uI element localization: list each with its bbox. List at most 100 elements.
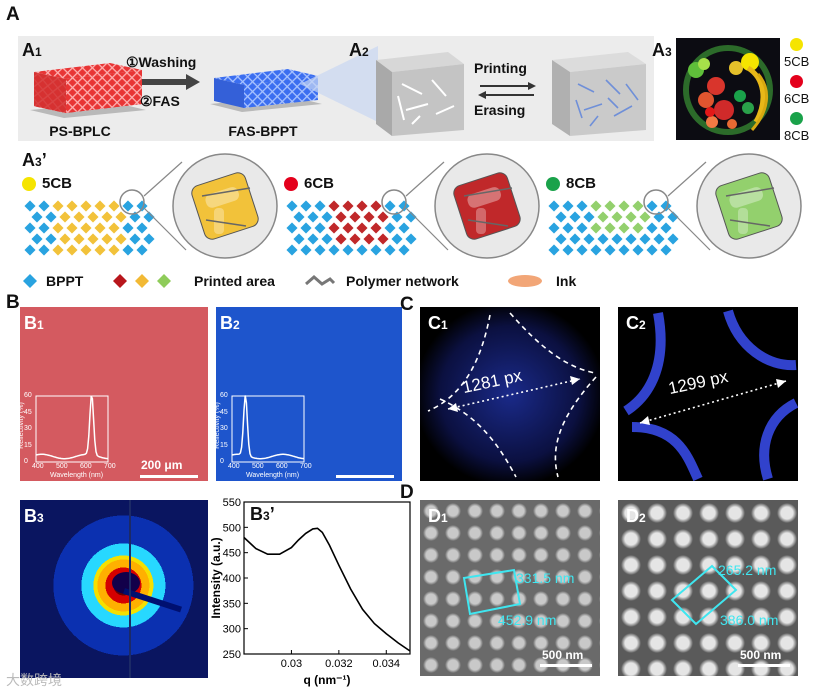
panel-label-A3-prime: A3’	[22, 150, 47, 170]
inset-ytick: 30	[24, 425, 32, 432]
ink-dot-8cb	[790, 112, 803, 125]
b3-beam-stop	[112, 572, 140, 594]
d1-unit-cell-overlay	[462, 568, 522, 616]
panel-label-A: A	[6, 4, 20, 25]
inset-xtick: 600	[276, 463, 288, 470]
d2-sem-image	[618, 500, 798, 676]
ps-bplc-stack-illustration	[30, 63, 146, 118]
inset-ytick: 60	[24, 392, 32, 399]
a3p-lattice-8cb	[547, 153, 802, 259]
d2-lattice-b: 386.0 nm	[720, 612, 779, 628]
bppt-legend-icon	[23, 274, 37, 288]
inset-ytick: 0	[220, 458, 224, 465]
d1-lattice-a: 331.5 nm	[516, 570, 575, 586]
panel-label-C2: C2	[626, 313, 646, 333]
inset-xtick: 700	[300, 463, 312, 470]
inset-ytick: 15	[24, 441, 32, 449]
ink-label-8cb: 8CB	[784, 128, 810, 143]
panel-label-D: D	[400, 482, 414, 503]
chart-xtick-label: 0.03	[281, 658, 302, 670]
c1-conoscopic-image	[420, 307, 600, 481]
chart-ytick-label: 350	[223, 598, 241, 610]
chart-ytick-label: 450	[223, 548, 241, 560]
inset-ytick: 45	[220, 408, 228, 416]
inset-ytick: 45	[24, 408, 32, 416]
ink-label-6cb: 6CB	[784, 91, 810, 106]
chart-ylabel: Intensity (a.u.)	[209, 537, 223, 618]
bppt-cube-illustration	[376, 52, 464, 136]
b3-prime-chart: 250 300 350 400 450 500 550 0.03 0.032 0.034 q (nm…	[209, 497, 411, 687]
chart-series-line	[243, 527, 411, 652]
legend-printed-area: Printed area	[194, 273, 275, 289]
fas-bppt-stack-illustration	[210, 69, 322, 112]
chart-ytick-label: 500	[223, 522, 241, 534]
d2-lattice-a: 265.2 nm	[718, 562, 777, 578]
inset-ylabel: Reflectivity (%)	[213, 402, 221, 449]
b1-reflectivity-inset	[35, 395, 109, 463]
chart-xtick-label: 0.032	[325, 658, 353, 670]
d1-lattice-b: 452.9 nm	[498, 612, 557, 628]
b2-scalebar	[336, 475, 394, 478]
ink-label-5cb: 5CB	[784, 54, 810, 69]
printed-area-legend-icon	[113, 274, 171, 288]
panel-label-A3: A3	[652, 40, 672, 60]
a3p-lattice-6cb	[285, 153, 540, 259]
a3p-ink-label-8cb: 8CB	[566, 175, 597, 192]
inset-ytick: 15	[220, 441, 228, 449]
chart-ytick-label: 400	[223, 573, 241, 585]
zoom-cone	[300, 46, 378, 122]
inset-ytick: 60	[220, 392, 228, 399]
a3p-ink-label-6cb: 6CB	[304, 175, 335, 192]
a3p-ink-dot-5cb	[22, 177, 36, 191]
c2-overlay	[623, 309, 798, 481]
a3p-ink-dot-8cb	[546, 177, 560, 191]
chart-ytick-label: 300	[223, 624, 241, 636]
erasing-label: Erasing	[474, 102, 526, 118]
a3p-ink-dot-6cb	[284, 177, 298, 191]
printing-label: Printing	[474, 60, 527, 76]
inset-xtick: 400	[32, 463, 44, 470]
printed-cube-illustration	[552, 52, 646, 136]
b2-micrograph	[216, 307, 402, 481]
chart-xlabel: q (nm⁻¹)	[304, 673, 351, 687]
inset-xtick: 600	[80, 463, 92, 470]
d2-unit-cell-overlay	[670, 564, 738, 626]
d1-sem-image	[420, 500, 600, 676]
inset-ylabel: Reflectivity (%)	[17, 402, 25, 449]
printed-pattern-artwork	[676, 38, 780, 140]
a3p-lattice-5cb	[23, 153, 278, 259]
ink-dot-6cb	[790, 75, 803, 88]
panel-label-B3: B3	[24, 506, 44, 526]
b3-saxs-pattern	[20, 500, 208, 678]
panel-label-D2: D2	[626, 506, 646, 526]
d2-scalebar	[738, 664, 790, 667]
legend-bppt: BPPT	[46, 273, 84, 289]
panel-label-C1: C1	[428, 313, 448, 333]
b3-detector-gap	[129, 500, 131, 678]
process-arrow-icon	[142, 74, 200, 90]
polymer-network-legend-icon	[305, 275, 336, 286]
printing-erasing-arrows-icon	[478, 82, 536, 99]
step-washing: ①Washing	[126, 54, 197, 70]
b1-scalebar-label: 200 μm	[141, 458, 183, 472]
inset-xtick: 400	[228, 463, 240, 470]
step-fas: ②FAS	[140, 93, 180, 109]
d1-scalebar	[540, 664, 592, 667]
a3p-ink-label-5cb: 5CB	[42, 175, 73, 192]
panel-label-A1: A1	[22, 40, 42, 60]
d2-scalebar-label: 500 nm	[740, 648, 782, 662]
inset-xtick: 700	[104, 463, 116, 470]
b3-beam-stop-arm	[123, 588, 182, 613]
legend-ink: Ink	[556, 273, 577, 289]
inset-ytick: 30	[220, 425, 228, 432]
ps-bplc-caption: PS-BPLC	[49, 123, 111, 139]
b1-scalebar	[140, 475, 198, 478]
inset-xlabel: Wavelength (nm)	[246, 472, 300, 479]
inset-xtick: 500	[56, 463, 68, 470]
ink-legend-icon	[508, 275, 542, 287]
legend-polymer-network: Polymer network	[346, 273, 459, 289]
inset-ytick: 0	[24, 458, 28, 465]
b1-micrograph	[20, 307, 208, 481]
chart-ytick-label: 550	[223, 497, 241, 509]
